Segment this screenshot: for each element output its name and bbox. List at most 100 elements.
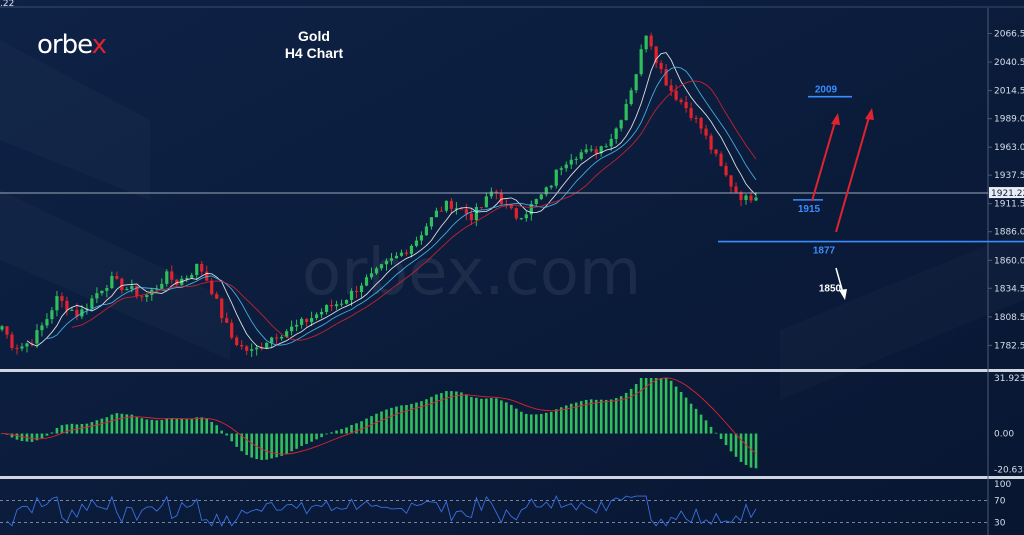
macd-bar	[340, 429, 343, 434]
candle-body	[594, 149, 598, 154]
macd-bar	[679, 391, 683, 434]
macd-bar	[105, 417, 109, 434]
macd-bar	[569, 403, 573, 434]
candle-body	[719, 153, 723, 166]
candle-body	[344, 299, 349, 304]
arrow-up-long	[835, 116, 870, 233]
candle-body	[434, 210, 439, 218]
macd-bar	[629, 388, 633, 434]
macd-bar	[390, 407, 393, 434]
macd-bar	[435, 394, 438, 434]
price-tick-label: 2040.50	[994, 58, 1024, 68]
macd-bar	[325, 433, 328, 435]
macd-bar	[330, 432, 333, 434]
corner-label: .22	[0, 0, 14, 9]
macd-bar	[574, 402, 578, 434]
macd-bar	[320, 433, 323, 438]
candles-group	[0, 32, 758, 358]
candle-body	[145, 294, 149, 298]
macd-signal-line	[1, 377, 757, 455]
macd-bar	[250, 433, 253, 458]
candle-body	[489, 191, 493, 197]
macd-bar	[350, 424, 353, 434]
candle-body	[60, 296, 64, 301]
macd-bar	[420, 401, 423, 434]
level-label-2009: 2009	[815, 85, 838, 96]
candle-body	[729, 175, 733, 187]
macd-bar	[564, 405, 568, 434]
macd-bar	[704, 420, 708, 434]
macd-bar	[405, 404, 408, 434]
candle-body	[225, 318, 229, 323]
macd-bar	[60, 425, 64, 434]
candle-body	[464, 209, 468, 214]
candle-body	[684, 101, 688, 109]
macd-bar	[120, 413, 124, 434]
macd-bar	[739, 433, 743, 462]
macd-bar	[415, 402, 418, 434]
macd-bar	[195, 417, 199, 434]
candle-body	[509, 204, 513, 209]
candle-body	[529, 204, 533, 215]
chart-title: Gold	[298, 28, 330, 44]
candle-body	[619, 120, 623, 129]
brand-logo-prefix: orbe	[37, 30, 92, 60]
macd-bar	[310, 433, 313, 442]
candle-body	[474, 206, 478, 221]
macd-bar	[130, 414, 134, 434]
price-tick-label: 1886.00	[994, 228, 1024, 238]
candle-body	[394, 255, 399, 259]
candle-body	[65, 300, 69, 311]
candle-body	[609, 138, 613, 147]
macd-bar	[125, 414, 129, 434]
candle-body	[479, 206, 483, 208]
macd-bar	[659, 378, 663, 434]
candle-body	[170, 271, 174, 280]
macd-bar	[170, 418, 174, 434]
macd-bar	[520, 411, 523, 434]
macd-bar	[165, 418, 169, 434]
macd-bar	[185, 419, 189, 434]
candle-body	[424, 226, 429, 236]
candle-body	[285, 331, 289, 337]
macd-bar	[15, 433, 19, 440]
macd-bar	[85, 423, 89, 434]
candle-body	[235, 337, 239, 345]
macd-bar	[505, 402, 508, 434]
macd-bar	[50, 432, 54, 434]
macd-bar	[30, 433, 34, 442]
macd-bar	[155, 420, 159, 434]
candle-body	[190, 275, 194, 278]
macd-bar	[624, 392, 628, 434]
macd-bar	[689, 403, 693, 434]
candle-body	[240, 344, 244, 347]
macd-bar	[470, 397, 473, 434]
macd-bar	[440, 393, 443, 434]
macd-bar	[490, 398, 493, 434]
candle-body	[519, 218, 523, 220]
candle-body	[664, 69, 668, 86]
rsi-line	[6, 494, 757, 527]
macd-bar	[100, 418, 104, 434]
price-tick-label: 1911.50	[994, 200, 1024, 210]
macd-bar	[45, 433, 49, 436]
candle-body	[514, 208, 518, 219]
candle-body	[704, 128, 708, 136]
macd-bar	[180, 418, 184, 434]
macd-bar	[355, 423, 358, 434]
candle-body	[10, 334, 14, 349]
candle-body	[739, 192, 743, 200]
candle-body	[25, 343, 29, 347]
candle-body	[230, 322, 234, 338]
candle-body	[290, 326, 294, 332]
candle-body	[35, 330, 39, 344]
macd-bar	[70, 423, 74, 434]
moving-average-line	[26, 52, 757, 349]
macd-bar	[604, 399, 608, 434]
macd-bar	[639, 378, 643, 434]
macd-bar	[275, 433, 278, 458]
macd-bar	[300, 433, 303, 446]
candle-body	[105, 288, 109, 291]
price-tick-label: 1834.50	[994, 284, 1024, 294]
